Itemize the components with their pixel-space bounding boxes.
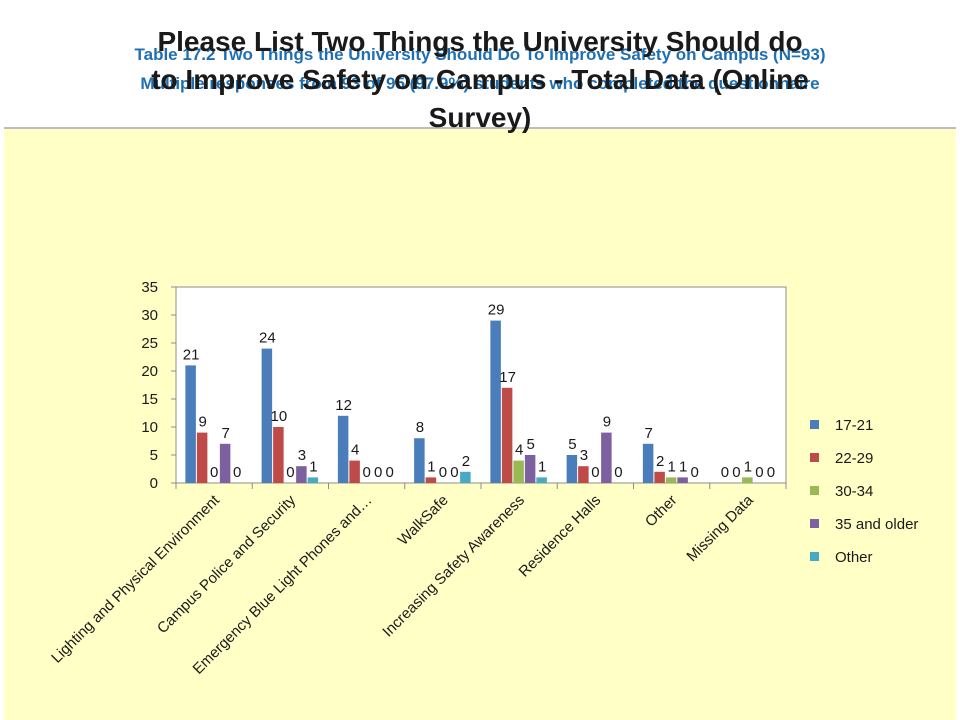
legend-swatch — [810, 519, 819, 528]
data-label: 0 — [450, 464, 458, 481]
data-label: 1 — [309, 458, 317, 475]
y-tick-label: 5 — [150, 447, 158, 464]
bar — [337, 415, 349, 483]
bar — [261, 348, 273, 483]
legend-label: 30-34 — [835, 483, 873, 500]
bar — [185, 365, 196, 483]
chart-title-line-3: Survey) — [428, 102, 532, 133]
data-label: 3 — [580, 447, 588, 464]
data-label: 2 — [656, 453, 664, 470]
bar — [566, 455, 578, 483]
data-label: 4 — [515, 442, 523, 459]
data-label: 0 — [732, 464, 740, 481]
y-tick-label: 35 — [141, 279, 158, 296]
chart-title-line-2: to Improve Safety on Campus - Total Data… — [151, 64, 809, 95]
caption-line-1: Table 17.2 Two Things the University Sho… — [134, 45, 826, 64]
data-label: 0 — [385, 464, 393, 481]
bar — [196, 432, 208, 483]
data-label: 21 — [183, 346, 200, 363]
y-tick-label: 30 — [141, 307, 158, 324]
bar — [307, 477, 319, 483]
bar — [665, 477, 677, 483]
bar — [524, 455, 536, 483]
data-label: 7 — [221, 425, 229, 442]
data-label: 5 — [526, 436, 534, 453]
legend-swatch — [810, 420, 819, 429]
bar — [601, 432, 612, 483]
bar — [742, 477, 753, 483]
data-label: 1 — [744, 458, 752, 475]
data-label: 0 — [362, 464, 370, 481]
x-category-label: Residence Halls — [516, 492, 605, 581]
table-caption: Table 17.2 Two Things the University Sho… — [0, 40, 960, 98]
y-tick-label: 15 — [141, 391, 158, 408]
x-category-label: Missing Data — [683, 491, 757, 565]
y-tick-label: 25 — [141, 335, 158, 352]
data-label: 0 — [591, 464, 599, 481]
legend-label: Other — [835, 549, 873, 566]
data-label: 29 — [488, 302, 505, 319]
data-label: 0 — [210, 464, 218, 481]
data-label: 17 — [499, 369, 516, 386]
bar — [273, 427, 284, 483]
data-label: 0 — [614, 464, 622, 481]
data-label: 1 — [679, 458, 687, 475]
data-label: 2 — [462, 453, 470, 470]
caption-line-2: Multiple responses from 93 of 95 (97.9%)… — [140, 74, 820, 93]
data-label: 1 — [538, 458, 546, 475]
bar — [296, 466, 307, 483]
bar — [536, 477, 547, 483]
bar — [490, 320, 501, 483]
data-label: 0 — [439, 464, 447, 481]
bar — [677, 477, 688, 483]
legend-label: 35 and older — [835, 516, 918, 533]
legend-label: 17-21 — [835, 417, 873, 434]
data-label: 4 — [351, 442, 359, 459]
data-label: 3 — [298, 447, 306, 464]
data-label: 24 — [259, 330, 276, 347]
data-label: 1 — [667, 458, 675, 475]
bar — [414, 438, 425, 483]
bar — [425, 477, 437, 483]
data-label: 1 — [427, 458, 435, 475]
bar — [654, 471, 665, 483]
bar — [460, 471, 471, 483]
chart-title: Please List Two Things the University Sh… — [0, 20, 960, 140]
data-label: 0 — [233, 464, 241, 481]
y-tick-label: 20 — [141, 363, 158, 380]
data-label: 10 — [271, 408, 288, 425]
x-category-label: Increasing Safety Awareness — [379, 492, 528, 641]
x-category-label: Campus Police and Security — [154, 491, 300, 637]
data-label: 0 — [374, 464, 382, 481]
legend-swatch — [810, 453, 819, 462]
data-label: 0 — [767, 464, 775, 481]
data-label: 5 — [568, 436, 576, 453]
data-label: 8 — [416, 419, 424, 436]
bar — [501, 387, 513, 483]
data-label: 0 — [690, 464, 698, 481]
data-label: 0 — [755, 464, 763, 481]
data-label: 9 — [603, 414, 611, 431]
data-label: 7 — [644, 425, 652, 442]
bar — [578, 466, 589, 483]
data-label: 12 — [335, 397, 352, 414]
y-tick-label: 10 — [141, 419, 158, 436]
bar — [219, 443, 231, 483]
legend-swatch — [810, 552, 819, 561]
bar — [349, 460, 360, 483]
bar — [513, 460, 524, 483]
x-category-label: WalkSafe — [395, 492, 452, 549]
y-tick-label: 0 — [150, 475, 158, 492]
data-label: 0 — [721, 464, 729, 481]
legend-swatch — [810, 486, 819, 495]
x-category-label: Lighting and Physical Environment — [48, 491, 223, 666]
legend-label: 22-29 — [835, 450, 873, 467]
x-category-label: Other — [642, 492, 681, 531]
chart-title-line-1: Please List Two Things the University Sh… — [157, 26, 803, 57]
data-label: 9 — [198, 414, 206, 431]
bar — [642, 443, 654, 483]
data-label: 0 — [286, 464, 294, 481]
